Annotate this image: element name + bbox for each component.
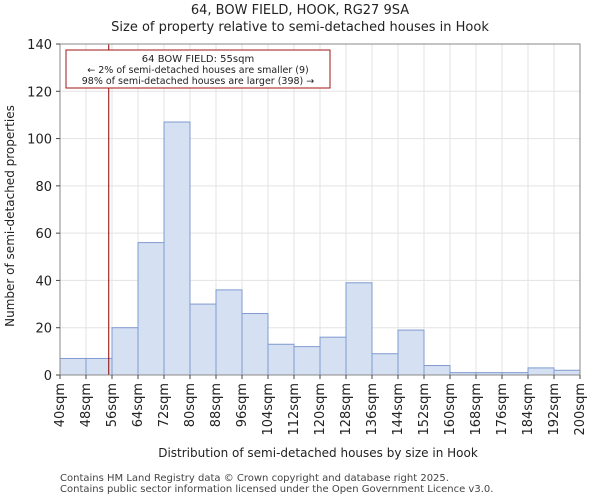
x-tick-label: 184sqm bbox=[521, 383, 536, 436]
annotation-line-3: 98% of semi-detached houses are larger (… bbox=[82, 76, 315, 87]
x-tick-label: 72sqm bbox=[157, 383, 172, 427]
x-tick-label: 144sqm bbox=[391, 383, 406, 436]
x-tick-label: 152sqm bbox=[417, 383, 432, 436]
footer-line-1: Contains HM Land Registry data © Crown c… bbox=[60, 473, 449, 484]
x-tick-label: 96sqm bbox=[235, 383, 250, 427]
bar-136sqm bbox=[371, 353, 399, 376]
x-tick-label: 192sqm bbox=[547, 383, 562, 436]
y-tick-label: 80 bbox=[35, 180, 52, 195]
x-tick-label: 200sqm bbox=[573, 383, 588, 436]
x-tick-label: 128sqm bbox=[339, 383, 354, 436]
bar-128sqm bbox=[345, 282, 373, 376]
x-tick-label: 160sqm bbox=[443, 383, 458, 436]
x-tick-label: 112sqm bbox=[287, 383, 302, 436]
footer-line-2: Contains public sector information licen… bbox=[60, 484, 494, 495]
x-tick-label: 88sqm bbox=[209, 383, 224, 427]
bar-144sqm bbox=[397, 329, 425, 376]
bar-152sqm bbox=[423, 365, 451, 376]
y-tick-label: 100 bbox=[27, 133, 52, 148]
x-axis-ticks: 40sqm 48sqm 56sqm 64sqm 72sqm 80sqm 88sqm 96sqm… bbox=[53, 375, 588, 436]
annotation-box: 64 BOW FIELD: 55sqm ← 2% of semi-detache… bbox=[65, 49, 331, 89]
bar-120sqm bbox=[319, 336, 347, 376]
bar-64sqm bbox=[137, 242, 165, 376]
bar-48sqm bbox=[85, 357, 113, 376]
x-axis-label: Distribution of semi-detached houses by … bbox=[158, 446, 478, 460]
bar-184sqm bbox=[527, 367, 555, 376]
x-tick-label: 104sqm bbox=[261, 383, 276, 436]
chart-subtitle: Size of property relative to semi-detach… bbox=[111, 20, 489, 35]
x-tick-label: 64sqm bbox=[131, 383, 146, 427]
chart-title: 64, BOW FIELD, HOOK, RG27 9SA bbox=[190, 3, 410, 18]
bars-group bbox=[59, 121, 581, 376]
x-tick-label: 40sqm bbox=[53, 383, 68, 427]
x-tick-label: 120sqm bbox=[313, 383, 328, 436]
bar-40sqm bbox=[59, 357, 87, 376]
bar-112sqm bbox=[293, 346, 321, 376]
annotation-frame bbox=[65, 49, 331, 89]
bar-56sqm bbox=[111, 327, 139, 376]
y-axis-label: Number of semi-detached properties bbox=[3, 105, 17, 327]
y-tick-label: 120 bbox=[27, 85, 52, 100]
y-tick-label: 0 bbox=[44, 369, 52, 384]
x-tick-label: 56sqm bbox=[105, 383, 120, 427]
annotation-line-1: 64 BOW FIELD: 55sqm bbox=[142, 54, 254, 65]
y-tick-label: 20 bbox=[35, 322, 52, 337]
bar-72sqm bbox=[163, 121, 191, 376]
y-axis-ticks: 0 20 40 60 80 100 120 140 bbox=[27, 38, 60, 384]
y-tick-label: 140 bbox=[27, 38, 52, 53]
x-tick-label: 176sqm bbox=[495, 383, 510, 436]
bar-88sqm bbox=[215, 289, 243, 376]
x-tick-label: 168sqm bbox=[469, 383, 484, 436]
bar-96sqm bbox=[241, 313, 269, 376]
bar-104sqm bbox=[267, 343, 295, 376]
y-tick-label: 40 bbox=[35, 274, 52, 289]
x-tick-label: 136sqm bbox=[365, 383, 380, 436]
annotation-line-2: ← 2% of semi-detached houses are smaller… bbox=[87, 65, 308, 76]
x-tick-label: 80sqm bbox=[183, 383, 198, 427]
x-tick-label: 48sqm bbox=[79, 383, 94, 427]
y-tick-label: 60 bbox=[35, 227, 52, 242]
bar-80sqm bbox=[189, 303, 217, 376]
bar-192sqm bbox=[553, 369, 581, 376]
